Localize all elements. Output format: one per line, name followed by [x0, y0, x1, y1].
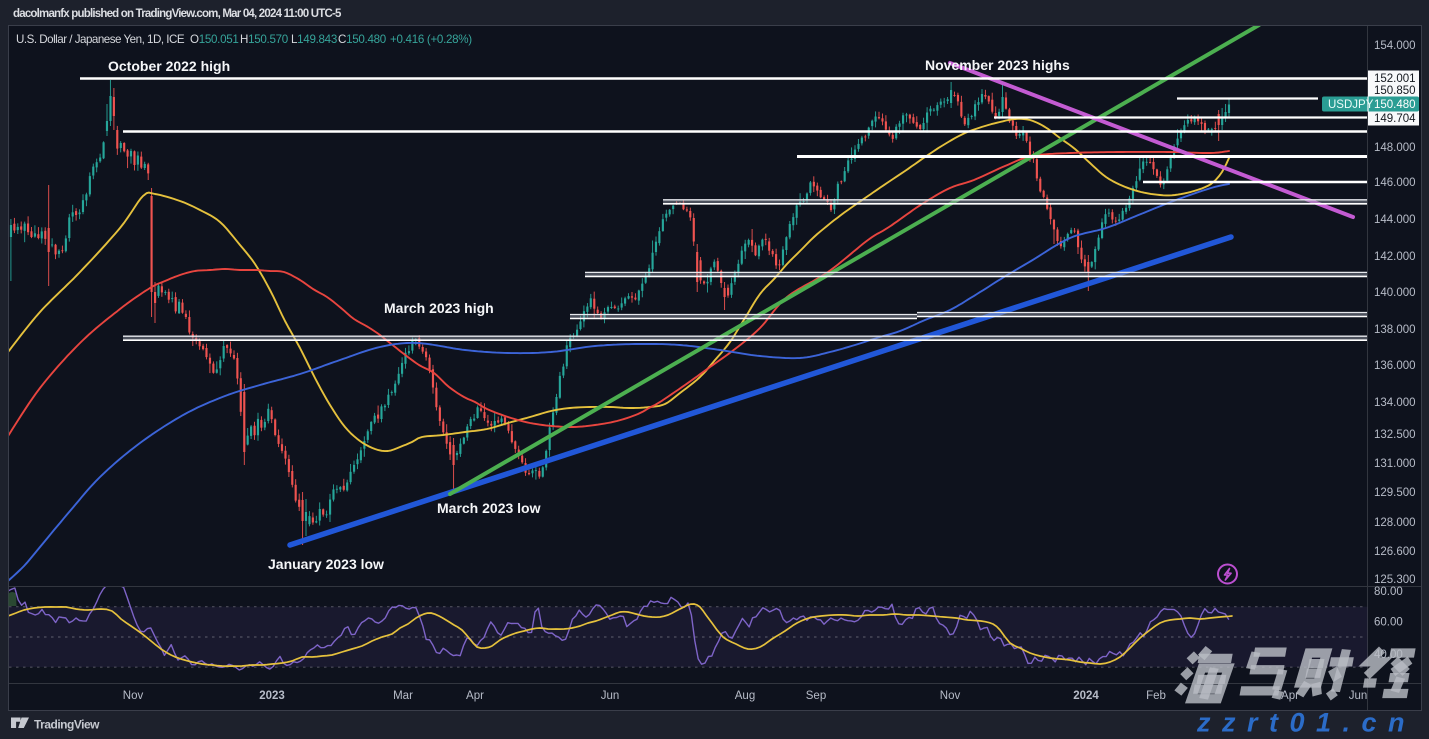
svg-text:60.00: 60.00: [1374, 617, 1403, 629]
svg-text:Mar: Mar: [393, 690, 413, 702]
svg-text:Nov: Nov: [940, 690, 961, 702]
svg-text:152.001: 152.001: [1374, 73, 1416, 85]
svg-text:154.000: 154.000: [1374, 40, 1416, 52]
svg-text:March 2023 high: March 2023 high: [384, 300, 494, 316]
svg-text:140.000: 140.000: [1374, 287, 1416, 299]
svg-text:134.000: 134.000: [1374, 397, 1416, 409]
svg-text:March 2023 low: March 2023 low: [437, 500, 541, 516]
svg-text:146.000: 146.000: [1374, 177, 1416, 189]
svg-text:Sep: Sep: [806, 690, 826, 702]
svg-text:129.500: 129.500: [1374, 487, 1416, 499]
svg-text:150.480: 150.480: [1374, 99, 1416, 111]
svg-text:125.300: 125.300: [1374, 574, 1416, 586]
svg-text:Feb: Feb: [1146, 690, 1166, 702]
svg-text:Jun: Jun: [1349, 690, 1368, 702]
svg-text:Aug: Aug: [735, 690, 755, 702]
svg-text:January 2023 low: January 2023 low: [268, 556, 384, 572]
svg-text:136.000: 136.000: [1374, 360, 1416, 372]
svg-text:128.000: 128.000: [1374, 517, 1416, 529]
svg-text:Jun: Jun: [601, 690, 620, 702]
svg-text:Nov: Nov: [123, 690, 144, 702]
svg-text:144.000: 144.000: [1374, 214, 1416, 226]
svg-text:148.000: 148.000: [1374, 142, 1416, 154]
svg-text:142.000: 142.000: [1374, 251, 1416, 263]
svg-text:149.704: 149.704: [1374, 113, 1416, 125]
svg-text:USDJPY: USDJPY: [1328, 99, 1374, 111]
svg-text:150.850: 150.850: [1374, 85, 1416, 97]
svg-text:October 2022 high: October 2022 high: [108, 58, 230, 74]
svg-text:126.600: 126.600: [1374, 546, 1416, 558]
svg-text:131.000: 131.000: [1374, 458, 1416, 470]
svg-text:138.000: 138.000: [1374, 324, 1416, 336]
svg-text:Apr: Apr: [1281, 690, 1299, 702]
svg-text:132.500: 132.500: [1374, 429, 1416, 441]
svg-text:zzrt01.cn: zzrt01.cn: [1196, 708, 1416, 738]
svg-text:80.00: 80.00: [1374, 586, 1403, 598]
svg-text:dacolmanfx published on Tradin: dacolmanfx published on TradingView.com,…: [13, 8, 342, 20]
svg-text:2023: 2023: [259, 690, 285, 702]
svg-text:Apr: Apr: [466, 690, 484, 702]
svg-text:November 2023 highs: November 2023 highs: [925, 57, 1070, 73]
svg-text:U.S. Dollar / Japanese Yen, 1D: U.S. Dollar / Japanese Yen, 1D, ICE: [16, 33, 185, 46]
svg-text:2024: 2024: [1073, 690, 1099, 702]
svg-text:TradingView: TradingView: [34, 718, 100, 732]
